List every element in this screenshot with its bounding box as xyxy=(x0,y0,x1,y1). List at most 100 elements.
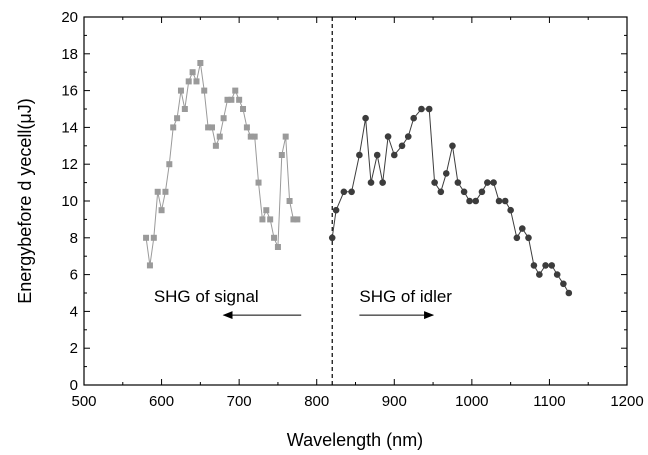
x-axis-title: Wavelength (nm) xyxy=(287,430,423,450)
data-point xyxy=(373,151,381,159)
x-tick-label: 1000 xyxy=(455,393,488,410)
data-point xyxy=(348,188,355,196)
data-point xyxy=(154,188,161,195)
data-point xyxy=(170,124,177,131)
data-point xyxy=(332,206,340,214)
y-tick-label: 4 xyxy=(70,303,78,320)
data-point xyxy=(181,106,188,112)
data-point xyxy=(267,216,274,223)
x-tick-label: 500 xyxy=(71,393,96,410)
data-point xyxy=(384,133,392,140)
y-tick-label: 0 xyxy=(70,377,78,394)
data-point xyxy=(150,234,157,241)
data-point xyxy=(518,225,526,232)
data-point xyxy=(197,60,204,66)
data-point xyxy=(224,96,231,103)
data-point xyxy=(278,152,285,158)
data-point xyxy=(536,271,543,278)
data-point xyxy=(286,198,293,204)
data-point xyxy=(513,234,521,242)
data-point xyxy=(282,133,289,140)
y-tick-label: 2 xyxy=(70,340,78,357)
data-point xyxy=(174,115,181,122)
data-point xyxy=(490,179,497,186)
data-point xyxy=(294,216,301,223)
data-point xyxy=(390,151,398,159)
y-tick-label: 14 xyxy=(61,119,78,136)
data-point xyxy=(185,78,192,85)
x-tick-label: 800 xyxy=(304,393,329,410)
data-point xyxy=(542,262,549,269)
x-tick-label: 700 xyxy=(227,393,252,410)
data-point xyxy=(251,133,258,140)
data-point xyxy=(259,216,266,223)
data-point xyxy=(525,234,532,242)
data-point xyxy=(501,197,509,205)
y-tick-label: 16 xyxy=(61,83,78,100)
data-point xyxy=(398,142,406,150)
series-2 xyxy=(328,105,573,297)
data-point xyxy=(240,106,247,112)
data-point xyxy=(379,179,386,186)
data-point xyxy=(193,78,200,85)
data-point xyxy=(236,96,243,103)
series-1 xyxy=(143,60,301,269)
data-point xyxy=(255,179,262,186)
data-point xyxy=(177,87,184,94)
data-point xyxy=(425,105,433,113)
series-line xyxy=(331,108,570,294)
data-point xyxy=(418,105,425,113)
data-point xyxy=(166,161,173,168)
data-point xyxy=(328,234,336,242)
data-point xyxy=(367,179,375,186)
data-point xyxy=(449,142,456,150)
data-point xyxy=(340,188,348,196)
data-point xyxy=(442,170,450,177)
annotation-label: SHG of signal xyxy=(154,287,259,306)
data-point xyxy=(437,188,445,196)
data-point xyxy=(466,197,473,205)
series-line xyxy=(145,62,298,266)
y-tick-label: 8 xyxy=(70,230,78,247)
y-tick-label: 10 xyxy=(61,193,78,210)
data-point xyxy=(216,133,223,140)
data-point xyxy=(404,133,412,140)
x-tick-label: 900 xyxy=(382,393,407,410)
data-point xyxy=(290,216,297,223)
y-axis-title: Energybefore d yecell(μJ) xyxy=(15,98,35,303)
data-point xyxy=(243,124,250,131)
annotation-label: SHG of idler xyxy=(359,287,452,306)
y-tick-label: 6 xyxy=(70,267,78,284)
data-point xyxy=(232,87,239,94)
data-point xyxy=(478,188,486,196)
y-axis: 0 2 4 6 8 10 12 14 16 18 20 xyxy=(61,9,627,394)
data-point xyxy=(454,179,462,186)
x-axis: 500 600 700 800 900 1000 1100 1200 xyxy=(71,17,644,410)
x-tick-label: 1100 xyxy=(533,393,565,410)
y-tick-label: 20 xyxy=(61,9,78,26)
x-tick-label: 600 xyxy=(149,393,174,410)
data-point xyxy=(212,142,219,149)
data-point xyxy=(362,114,369,122)
data-point xyxy=(530,262,538,269)
data-point xyxy=(208,124,215,131)
data-point xyxy=(247,133,254,140)
plot-area xyxy=(84,17,627,385)
data-point xyxy=(472,197,480,205)
data-point xyxy=(560,280,567,288)
data-point xyxy=(228,96,235,103)
data-point xyxy=(565,289,573,297)
data-point xyxy=(271,234,278,241)
x-tick-label: 1200 xyxy=(610,393,643,410)
data-point xyxy=(201,87,208,94)
data-point xyxy=(143,234,150,241)
data-point xyxy=(158,207,165,214)
data-point xyxy=(484,179,491,186)
data-point xyxy=(460,188,468,196)
data-point xyxy=(356,151,363,159)
data-point xyxy=(548,262,556,269)
data-point xyxy=(220,115,227,122)
plot-content: SHG of signal SHG of idler xyxy=(143,17,573,385)
data-point xyxy=(553,271,561,278)
